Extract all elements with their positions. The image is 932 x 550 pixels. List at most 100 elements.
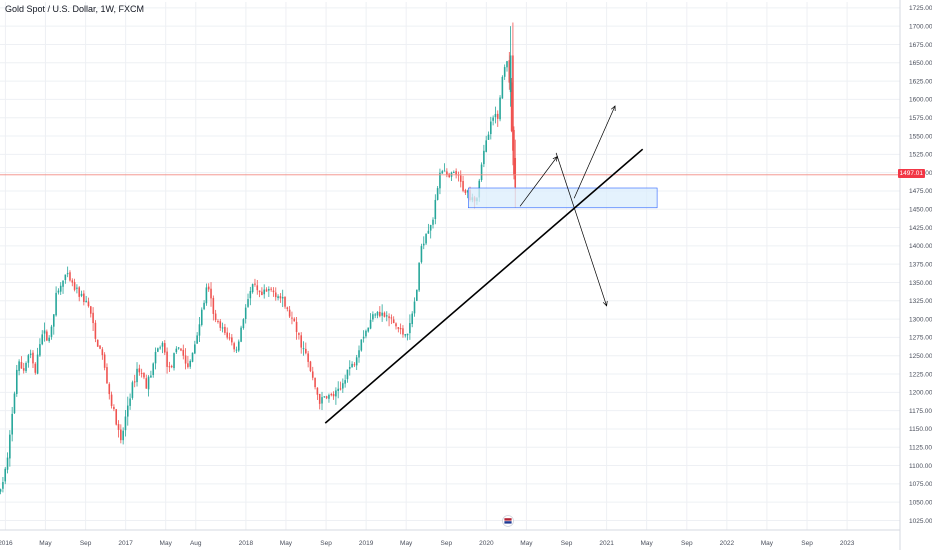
x-tick-label: 2022 xyxy=(720,540,735,547)
candle-body xyxy=(332,393,335,397)
x-tick-label: Sep xyxy=(801,540,813,547)
candle-body xyxy=(231,337,233,343)
candle-body xyxy=(237,341,240,351)
y-tick-label: 1375.00 xyxy=(909,261,932,268)
x-tick-label: 2017 xyxy=(118,540,133,547)
y-tick-label: 1025.00 xyxy=(909,518,932,525)
candle-body xyxy=(429,225,432,231)
candle-body xyxy=(397,327,400,329)
candle-body xyxy=(274,292,277,298)
candle-body xyxy=(0,489,2,492)
candle-body xyxy=(76,287,78,289)
x-tick-label: Sep xyxy=(320,540,332,547)
candle-body xyxy=(492,117,494,121)
candle-body xyxy=(314,377,316,388)
forecast-arrow xyxy=(519,156,558,207)
candle-body xyxy=(328,394,330,399)
candle-body xyxy=(29,353,32,355)
x-tick-label: May xyxy=(761,540,774,547)
candle-body xyxy=(256,285,259,291)
candle-body xyxy=(385,315,388,317)
candle-body xyxy=(210,288,212,299)
candle-body xyxy=(318,393,321,404)
price-axis: 1725.00 1700.00 1675.00 1650.00 1625.00 1600.… xyxy=(899,0,932,550)
candle-body xyxy=(448,173,450,178)
candle-body xyxy=(513,129,515,176)
candle-body xyxy=(143,372,145,378)
y-tick-label: 1400.00 xyxy=(909,243,932,250)
candle-body xyxy=(291,317,293,319)
candle-body xyxy=(157,348,159,352)
candle-body xyxy=(196,335,198,344)
candle-body xyxy=(18,361,20,371)
candle-body xyxy=(247,299,249,307)
candle-body xyxy=(506,61,508,68)
candle-body xyxy=(376,311,379,316)
candle-body xyxy=(381,312,383,316)
candle-body xyxy=(120,429,122,441)
candle-body xyxy=(464,190,467,193)
x-tick-label: 2019 xyxy=(359,540,374,547)
candle-body xyxy=(87,301,90,307)
x-tick-label: Aug xyxy=(190,540,202,547)
candle-body xyxy=(140,372,143,374)
candle-body xyxy=(48,337,50,342)
candle-body xyxy=(62,280,64,287)
candle-body xyxy=(163,343,166,353)
x-tick-label: May xyxy=(280,540,293,547)
candle-body xyxy=(441,171,444,174)
candle-body xyxy=(242,319,245,328)
candle-body xyxy=(57,290,60,293)
x-tick-label: May xyxy=(400,540,413,547)
candle-body xyxy=(203,302,205,310)
candle-body xyxy=(265,289,268,292)
candle-body xyxy=(346,369,349,380)
forecast-arrow xyxy=(555,152,607,307)
candle-body xyxy=(113,406,115,410)
candle-body xyxy=(462,180,464,191)
candle-body xyxy=(390,317,393,319)
candle-body xyxy=(436,188,439,200)
candle-body xyxy=(360,339,363,351)
candle-body xyxy=(184,355,187,364)
candle-body xyxy=(508,60,511,83)
candle-body xyxy=(198,324,201,336)
candle-body xyxy=(224,326,226,333)
candle-body xyxy=(295,321,298,333)
candle-body xyxy=(27,355,30,363)
candle-body xyxy=(133,381,136,383)
arrow-head xyxy=(610,105,616,111)
y-tick-label: 1575.00 xyxy=(909,115,932,122)
candle-body xyxy=(41,334,44,345)
y-tick-label: 1075.00 xyxy=(909,481,932,488)
candle-body xyxy=(101,349,104,356)
candle-body xyxy=(110,394,113,406)
y-tick-label: 1175.00 xyxy=(909,408,932,415)
forecast-arrow xyxy=(573,105,616,199)
trendline xyxy=(324,148,644,424)
candle-body xyxy=(418,262,420,291)
candle-body xyxy=(52,314,55,327)
candle-body xyxy=(55,292,57,316)
candle-body xyxy=(425,233,427,244)
candle-body xyxy=(453,172,455,174)
y-tick-label: 1525.00 xyxy=(909,152,932,159)
candle-body xyxy=(4,468,7,482)
candle-body xyxy=(103,354,106,368)
candle-body xyxy=(514,157,517,188)
candle-body xyxy=(240,327,242,342)
candle-body xyxy=(92,312,94,324)
y-tick-label: 1625.00 xyxy=(909,78,932,85)
chart-title: Gold Spot / U.S. Dollar, 1W, FXCM xyxy=(5,4,145,14)
candle-body xyxy=(145,378,148,389)
candle-body xyxy=(106,367,108,384)
x-tick-label: 2023 xyxy=(840,540,855,547)
candle-body xyxy=(404,334,407,336)
flag-event-icon[interactable] xyxy=(502,514,514,532)
y-tick-label: 1475.00 xyxy=(909,188,932,195)
candle-body xyxy=(499,97,501,120)
candle-body xyxy=(480,164,483,181)
candle-body xyxy=(217,321,219,323)
candle-body xyxy=(443,170,446,172)
